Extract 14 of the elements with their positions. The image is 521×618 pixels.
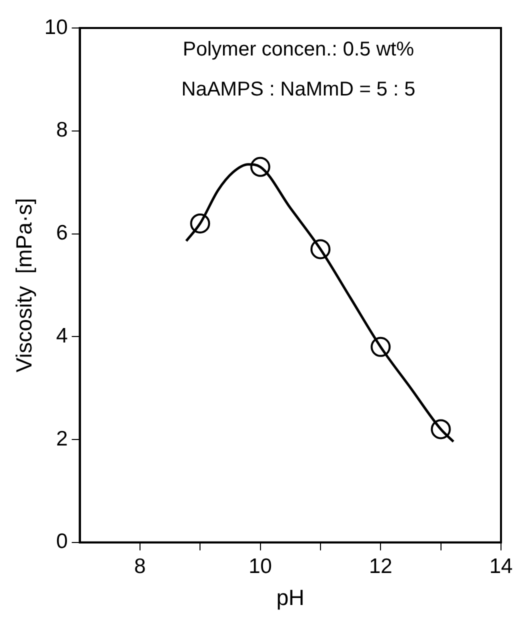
- x-tick-label: 12: [368, 554, 392, 578]
- y-tick-label: 0: [56, 530, 68, 554]
- x-axis-title: pH: [276, 584, 304, 610]
- y-tick-label: 6: [56, 222, 68, 245]
- x-tick-label: 14: [489, 554, 513, 578]
- y-tick-label: 8: [56, 118, 68, 142]
- y-tick-label: 4: [56, 324, 68, 348]
- y-axis-title: Viscosity [mPa·s]: [11, 198, 36, 372]
- y-tick-label: 10: [44, 16, 68, 39]
- x-tick-label: 8: [134, 554, 146, 578]
- x-tick-label: 10: [248, 554, 272, 578]
- annotation: Polymer concen.: 0.5 wt%: [182, 38, 414, 61]
- y-tick-label: 2: [56, 427, 68, 450]
- annotation: NaAMPS : NaMmD = 5 : 5: [181, 78, 416, 101]
